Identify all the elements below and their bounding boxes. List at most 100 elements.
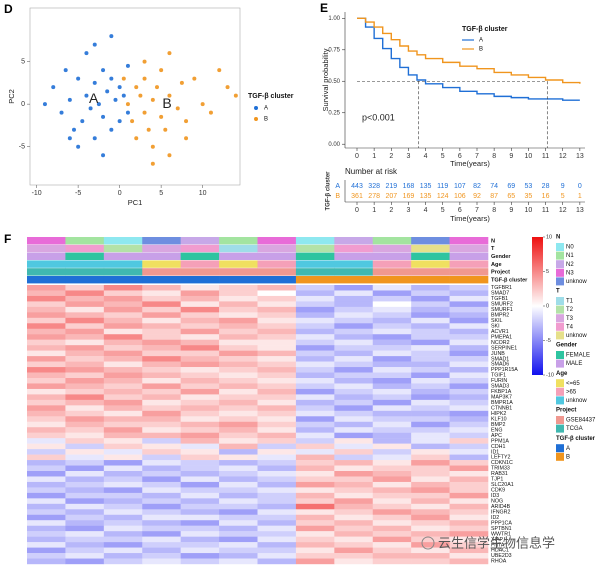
annotation-cell: [180, 268, 220, 276]
heat-cell: [180, 509, 220, 515]
legend-swatch: [556, 396, 564, 405]
heat-cell: [334, 356, 374, 362]
y-tick-label: 0.25: [328, 110, 340, 116]
heat-cell: [180, 536, 220, 543]
heat-cell: [27, 301, 66, 308]
heat-cell: [180, 454, 220, 461]
point: [150, 97, 155, 102]
heat-cell: [27, 432, 66, 439]
heat-cell: [372, 547, 412, 554]
heat-cell: [142, 476, 181, 483]
heat-cell: [372, 394, 412, 401]
heat-cell: [27, 487, 66, 494]
heat-cell: [65, 388, 105, 395]
heat-cell: [295, 285, 335, 291]
x-tick-label: -10: [32, 190, 42, 197]
heat-cell: [180, 361, 220, 368]
heat-cell: [65, 378, 105, 384]
heat-cell: [411, 290, 450, 297]
legend-label: N3: [566, 270, 574, 276]
heat-cell: [219, 492, 258, 499]
annotation-cell: [103, 244, 143, 253]
heat-cell: [27, 405, 66, 412]
heat-cell: [219, 487, 258, 494]
gene-label: NOG: [491, 498, 503, 504]
heat-cell: [295, 394, 335, 401]
heat-cell: [180, 460, 220, 466]
annotation-cell: [65, 260, 105, 268]
gene-label: SKIL: [491, 318, 503, 324]
heat-cell: [334, 399, 374, 406]
x-tick-label: 11: [542, 153, 549, 160]
heat-cell: [449, 334, 489, 340]
heat-cell: [65, 317, 105, 324]
heat-cell: [103, 542, 143, 548]
heat-cell: [372, 350, 412, 357]
heat-cell: [103, 432, 143, 439]
point: [84, 93, 89, 98]
annotation-cell: [257, 276, 297, 284]
heat-cell: [65, 487, 105, 494]
heat-cell: [142, 361, 181, 368]
annotation-cell: [295, 244, 335, 253]
heat-cell: [219, 290, 258, 297]
heat-cell: [27, 438, 66, 444]
gene-label: BMPR1A: [491, 400, 513, 406]
heat-cell: [334, 476, 374, 483]
heat-cell: [372, 520, 412, 526]
point: [200, 102, 205, 107]
heat-cell: [449, 438, 489, 444]
gene-label: XIAP: [491, 537, 504, 543]
x-tick-label: 3: [406, 153, 410, 160]
heat-cell: [65, 553, 105, 559]
track-label: N: [491, 238, 495, 244]
annotation-cell: [257, 260, 297, 268]
heat-cell: [180, 356, 220, 362]
heat-cell: [103, 503, 143, 510]
heat-cell: [372, 432, 412, 439]
annotation-cell: [142, 244, 181, 253]
risk-count: 119: [437, 183, 448, 190]
heat-cell: [142, 520, 181, 526]
heat-cell: [372, 399, 412, 406]
heat-cell: [295, 416, 335, 422]
heat-cell: [372, 460, 412, 466]
legend-label: <=65: [566, 381, 580, 387]
heat-cell: [257, 339, 297, 346]
legend-label: B: [566, 454, 570, 460]
heat-cell: [334, 323, 374, 329]
legend-swatch: [556, 379, 564, 388]
heat-cell: [142, 399, 181, 406]
heat-cell: [65, 547, 105, 554]
heat-cell: [411, 328, 450, 335]
heat-cell: [103, 509, 143, 515]
annotation-cell: [27, 252, 66, 260]
p-value: p<0.001: [362, 112, 395, 122]
heat-cell: [27, 388, 66, 395]
gene-label: TGFBR1: [491, 285, 512, 291]
heat-cell: [449, 388, 489, 395]
legend-label: unknow: [566, 398, 587, 404]
heat-cell: [372, 323, 412, 329]
heat-cell: [219, 427, 258, 433]
heat-cell: [27, 553, 66, 559]
risk-count: 361: [351, 193, 363, 200]
heat-cell: [334, 514, 374, 521]
heat-cell: [295, 525, 335, 532]
legend-swatch: [556, 251, 564, 260]
heat-cell: [65, 525, 105, 532]
colorbar-tick-label: 5: [546, 269, 549, 275]
heat-cell: [449, 558, 489, 565]
heat-cell: [334, 306, 374, 313]
heat-cell: [295, 454, 335, 461]
heat-cell: [219, 306, 258, 313]
heat-cell: [295, 421, 335, 428]
annotation-cell: [257, 244, 297, 253]
heat-cell: [411, 492, 450, 499]
heat-cell: [27, 345, 66, 351]
heat-cell: [295, 443, 335, 450]
heat-cell: [257, 410, 297, 417]
heat-cell: [103, 416, 143, 422]
annotation-cell: [219, 276, 258, 284]
heat-cell: [449, 503, 489, 510]
